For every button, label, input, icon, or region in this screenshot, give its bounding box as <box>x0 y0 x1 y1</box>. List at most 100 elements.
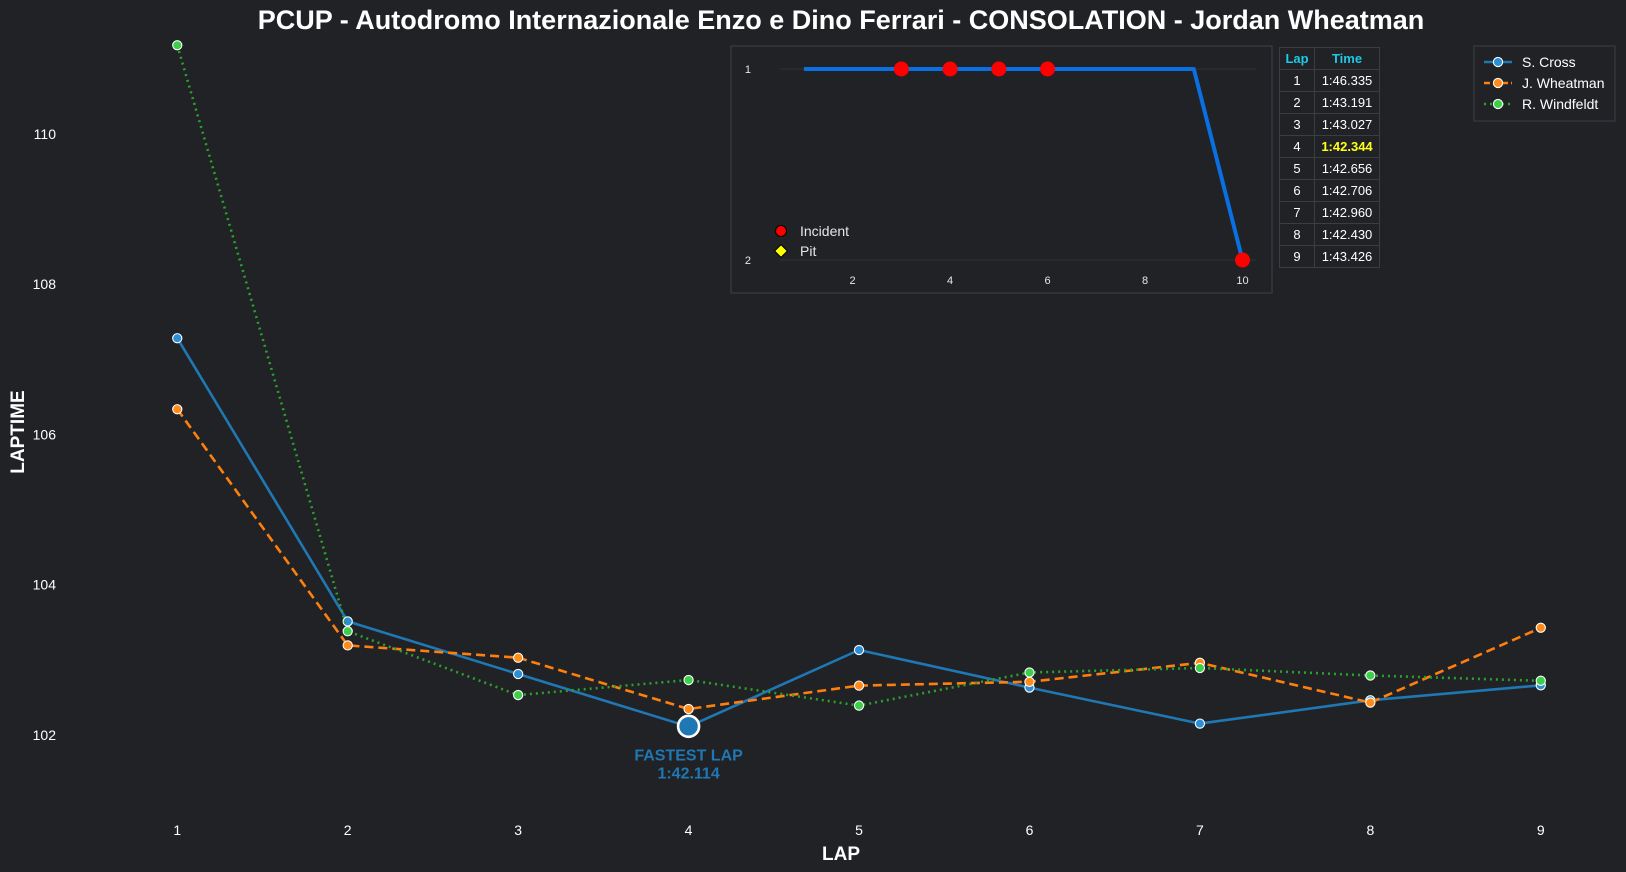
chart-title: PCUP - Autodromo Internazionale Enzo e D… <box>258 5 1425 35</box>
x-tick-label: 1 <box>173 822 181 838</box>
y-tick-label: 102 <box>33 727 57 743</box>
table-row: 5 1:42.656 <box>1279 157 1380 180</box>
x-tick-label: 6 <box>1026 822 1034 838</box>
data-point <box>853 644 865 656</box>
lap-number-cell: 1 <box>1279 69 1315 92</box>
inset-x-tick-label: 2 <box>850 275 856 287</box>
inset-x-tick-label: 8 <box>1142 275 1148 287</box>
pit-legend-label: Pit <box>800 243 816 259</box>
data-point <box>683 703 694 715</box>
inset-plot: 1 2 2 4 6 8 10 <box>745 61 1256 287</box>
table-row: 4 1:42.344 <box>1279 135 1380 158</box>
x-tick-label: 4 <box>685 822 693 838</box>
data-point <box>1024 676 1035 687</box>
inset-x-tick-label: 10 <box>1236 275 1248 287</box>
data-point <box>172 333 183 344</box>
x-tick-label: 9 <box>1537 822 1545 838</box>
pit-legend-marker <box>773 243 789 259</box>
lap-time-cell: 1:42.960 <box>1314 201 1380 224</box>
time-column-header: Time <box>1314 47 1380 70</box>
y-tick-label: 104 <box>33 577 57 593</box>
data-point <box>172 404 183 415</box>
lap-number-cell: 8 <box>1279 223 1315 246</box>
lap-number-cell: 2 <box>1279 91 1315 114</box>
incident-marker <box>1235 252 1251 268</box>
inset-frame <box>730 45 1273 294</box>
fastest-lap-time: 1:42.114 <box>657 765 719 782</box>
lap-table-body: 1 1:46.335 2 1:43.191 3 1:43.027 4 1:42.344 5 1:4… <box>1279 69 1380 268</box>
data-point <box>1365 697 1376 708</box>
data-point <box>512 668 524 680</box>
lap-number-cell: 3 <box>1279 113 1315 136</box>
legend-label: J. Wheatman <box>1522 75 1604 91</box>
y-tick-label: 110 <box>34 126 57 142</box>
x-tick-label: 5 <box>855 822 863 838</box>
table-row: 2 1:43.191 <box>1279 91 1380 114</box>
y-tick-label: 108 <box>33 276 57 292</box>
fastest-lap-label: FASTEST LAP <box>634 747 743 764</box>
data-point <box>1535 622 1546 633</box>
position-line <box>803 67 1245 261</box>
data-point <box>1535 675 1546 686</box>
lap-number-cell: 5 <box>1279 157 1315 180</box>
data-point <box>1365 670 1376 681</box>
series-2 <box>172 40 1546 711</box>
incident-legend-label: Incident <box>800 223 849 239</box>
lap-time-cell: 1:46.335 <box>1314 69 1380 92</box>
incident-marker <box>991 61 1007 77</box>
x-tick-label: 8 <box>1366 822 1374 838</box>
fastest-lap-marker <box>676 714 701 739</box>
series-0 <box>172 333 1546 732</box>
incident-legend-marker <box>775 225 787 237</box>
table-row: 9 1:43.426 <box>1279 245 1380 268</box>
lap-time-cell: 1:43.027 <box>1314 113 1380 136</box>
incident-marker <box>1040 61 1056 77</box>
data-point <box>342 640 353 651</box>
table-row: 3 1:43.027 <box>1279 113 1380 136</box>
inset-y-tick-label: 2 <box>745 255 751 267</box>
inset-legend: Incident Pit <box>773 223 849 259</box>
data-point <box>853 700 865 711</box>
data-point <box>1194 718 1206 729</box>
table-row: 7 1:42.960 <box>1279 201 1380 224</box>
x-tick-label: 7 <box>1196 822 1204 838</box>
data-point <box>1194 662 1206 674</box>
best-lap-time-cell: 1:42.344 <box>1314 135 1380 158</box>
series-legend: S. Cross J. Wheatman R. Windfeldt <box>1473 45 1616 122</box>
table-row: 8 1:42.430 <box>1279 223 1380 246</box>
inset-x-tick-label: 6 <box>1044 275 1050 287</box>
lap-column-header: Lap <box>1279 47 1315 70</box>
data-point <box>683 674 694 686</box>
incident-marker <box>893 61 909 77</box>
incident-marker <box>942 61 958 77</box>
lap-time-cell: 1:43.191 <box>1314 91 1380 114</box>
x-tick-label: 3 <box>514 822 522 838</box>
x-tick-label: 2 <box>344 822 352 838</box>
data-point <box>342 626 353 637</box>
y-axis-label: LAPTIME <box>8 390 29 473</box>
incident-inset: 1 2 2 4 6 8 10 Incident Pit <box>730 45 1273 294</box>
inset-x-tick-label: 4 <box>947 275 953 287</box>
data-point <box>512 689 524 701</box>
series-line <box>176 337 1541 728</box>
lap-number-cell: 6 <box>1279 179 1315 202</box>
series-line <box>176 408 1542 711</box>
lap-number-cell: 4 <box>1279 135 1315 158</box>
legend-label: R. Windfeldt <box>1522 96 1598 112</box>
table-row: 1 1:46.335 <box>1279 69 1380 92</box>
table-row: 6 1:42.706 <box>1279 179 1380 202</box>
data-point <box>342 616 353 627</box>
data-point <box>853 680 865 691</box>
lap-times-table: Lap Time 1 1:46.335 2 1:43.191 3 1:43.027 4 1:4… <box>1279 47 1380 268</box>
y-tick-label: 106 <box>33 426 57 442</box>
lap-time-cell: 1:43.426 <box>1314 245 1380 268</box>
legend-marker <box>1492 77 1504 89</box>
x-axis-label: LAP <box>822 844 860 865</box>
lap-time-cell: 1:42.706 <box>1314 179 1380 202</box>
lap-time-cell: 1:42.430 <box>1314 223 1380 246</box>
lap-time-cell: 1:42.656 <box>1314 157 1380 180</box>
lap-number-cell: 7 <box>1279 201 1315 224</box>
table-header-row: Lap Time <box>1279 47 1380 70</box>
